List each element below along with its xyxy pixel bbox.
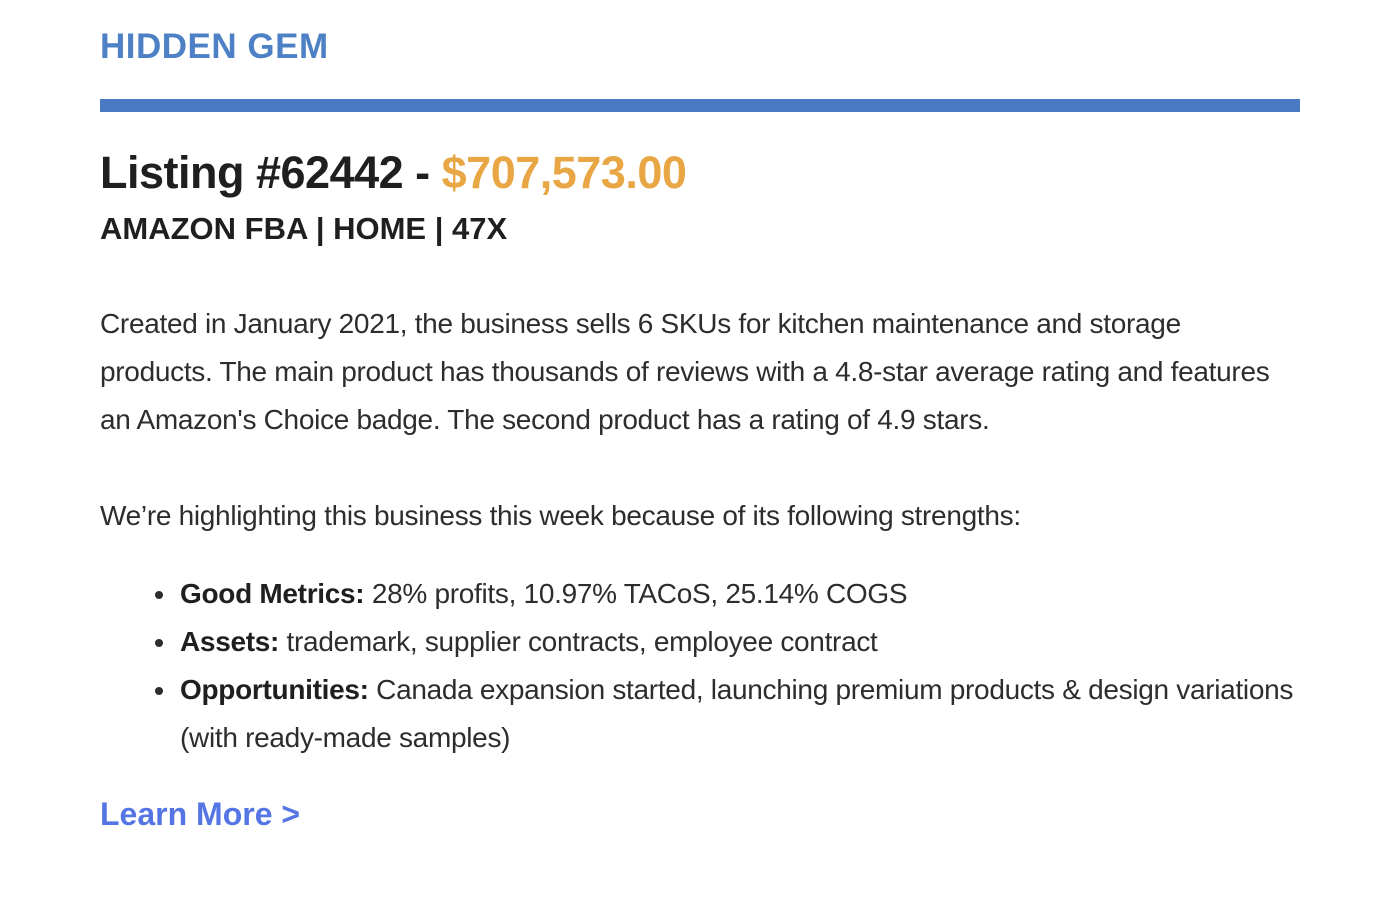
hidden-gem-section: HIDDEN GEM Listing #62442 - $707,573.00 … (0, 0, 1300, 834)
listing-title-prefix: Listing #62442 - (100, 147, 442, 198)
assets-label: Assets: (180, 626, 280, 657)
listing-price: $707,573.00 (441, 147, 687, 198)
assets-text: trademark, supplier contracts, employee … (279, 626, 878, 657)
listing-description-paragraph: Created in January 2021, the business se… (100, 308, 1270, 435)
good-metrics-label: Good Metrics: (180, 578, 365, 609)
section-eyebrow-heading: HIDDEN GEM (100, 27, 329, 66)
learn-more-link[interactable]: Learn More > (100, 796, 301, 832)
good-metrics-text: 28% profits, 10.97% TACoS, 25.14% COGS (364, 578, 908, 609)
section-divider-bar (100, 99, 1300, 112)
listing-title: Listing #62442 - $707,573.00 (100, 146, 1300, 200)
listing-subtitle: AMAZON FBA | HOME | 47X (100, 211, 508, 246)
list-item-opportunities: Opportunities: Canada expansion started,… (178, 666, 1300, 762)
strengths-intro-paragraph: We’re highlighting this business this we… (100, 500, 1021, 531)
list-item-assets: Assets: trademark, supplier contracts, e… (178, 618, 1300, 666)
list-item-good-metrics: Good Metrics: 28% profits, 10.97% TACoS,… (178, 570, 1300, 618)
strengths-list: Good Metrics: 28% profits, 10.97% TACoS,… (100, 570, 1300, 762)
opportunities-text: Canada expansion started, launching prem… (180, 674, 1294, 753)
opportunities-label: Opportunities: (180, 674, 369, 705)
